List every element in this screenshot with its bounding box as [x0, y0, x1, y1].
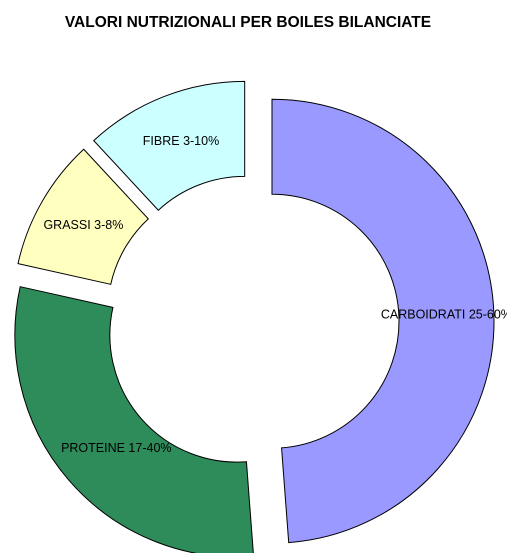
slice-3	[17, 148, 150, 285]
slice-label-3: GRASSI 3-8%	[43, 218, 123, 232]
donut-slices	[14, 80, 495, 553]
slice-2	[14, 286, 254, 553]
slice-labels: CARBOIDRATI 25-60% PROTEINE 17-40% GRASSI …	[43, 134, 507, 455]
slice-label-1: CARBOIDRATI 25-60%	[381, 308, 507, 322]
slice-1	[271, 98, 495, 544]
chart-title: VALORI NUTRIZIONALI PER BOILES BILANCIAT…	[65, 14, 431, 31]
slice-4	[93, 80, 246, 211]
slice-label-4: FIBRE 3-10%	[143, 134, 219, 148]
slice-label-2: PROTEINE 17-40%	[61, 441, 171, 455]
